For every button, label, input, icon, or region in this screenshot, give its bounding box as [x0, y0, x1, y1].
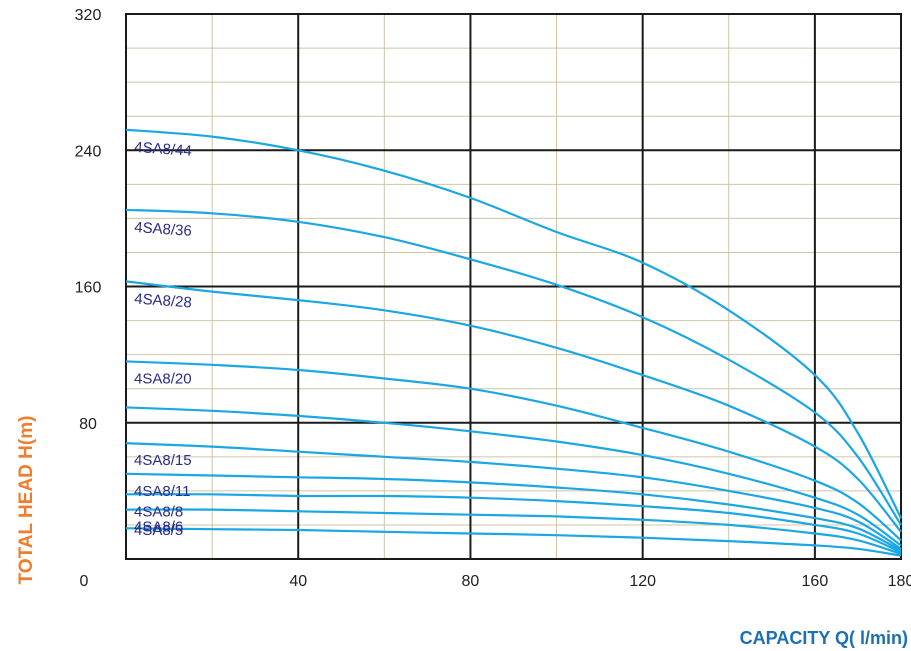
series-label: 4SA8/36 — [134, 219, 193, 240]
series-labels: 4SA8/44 4SA8/36 4SA8/28 4SA8/20 4SA8/15 4SA8/… — [134, 139, 193, 539]
series-label: 4SA8/20 — [134, 370, 192, 387]
x-tick-label: 120 — [629, 573, 656, 590]
series-curve — [125, 406, 902, 547]
series-curve — [125, 280, 902, 533]
series-label: 4SA8/8 — [134, 503, 183, 520]
series-label: 4SA8/11 — [134, 483, 190, 500]
y-tick-label: 320 — [75, 7, 102, 24]
x-tick-label: 160 — [802, 573, 829, 590]
series-curves — [125, 128, 902, 557]
series-curve — [125, 472, 902, 552]
series-curve — [125, 360, 902, 542]
y-tick-label: 240 — [75, 143, 102, 160]
series-curve — [125, 527, 902, 557]
series-label: 4SA8/6 — [134, 519, 183, 536]
series-label: 4SA8/28 — [134, 290, 193, 311]
major-grid — [126, 14, 901, 559]
series-curve — [125, 208, 902, 526]
y-tick-label: 80 — [79, 416, 97, 433]
x-tick-label: 80 — [462, 573, 480, 590]
series-curve — [125, 128, 902, 519]
series-label: 4SA8/15 — [134, 452, 192, 469]
x-tick-label: 40 — [289, 573, 307, 590]
series-curve — [125, 493, 902, 554]
series-label: 4SA8/5 — [134, 522, 183, 539]
series-label: 4SA8/44 — [134, 139, 193, 160]
x-tick-label: 0 — [80, 573, 89, 590]
x-tick-label: 180 — [888, 573, 911, 590]
y-tick-labels: 80 160 240 320 — [75, 7, 102, 433]
series-curve — [125, 442, 902, 550]
minor-grid — [126, 14, 901, 559]
x-tick-labels: 0 40 80 120 160 180 — [80, 573, 911, 590]
y-tick-label: 160 — [75, 280, 102, 297]
series-curve — [125, 508, 902, 555]
y-axis-title: TOTAL HEAD H(m) — [16, 416, 37, 585]
plot-frame — [125, 13, 902, 560]
x-axis-title: CAPACITY Q( l/min) — [740, 628, 908, 648]
